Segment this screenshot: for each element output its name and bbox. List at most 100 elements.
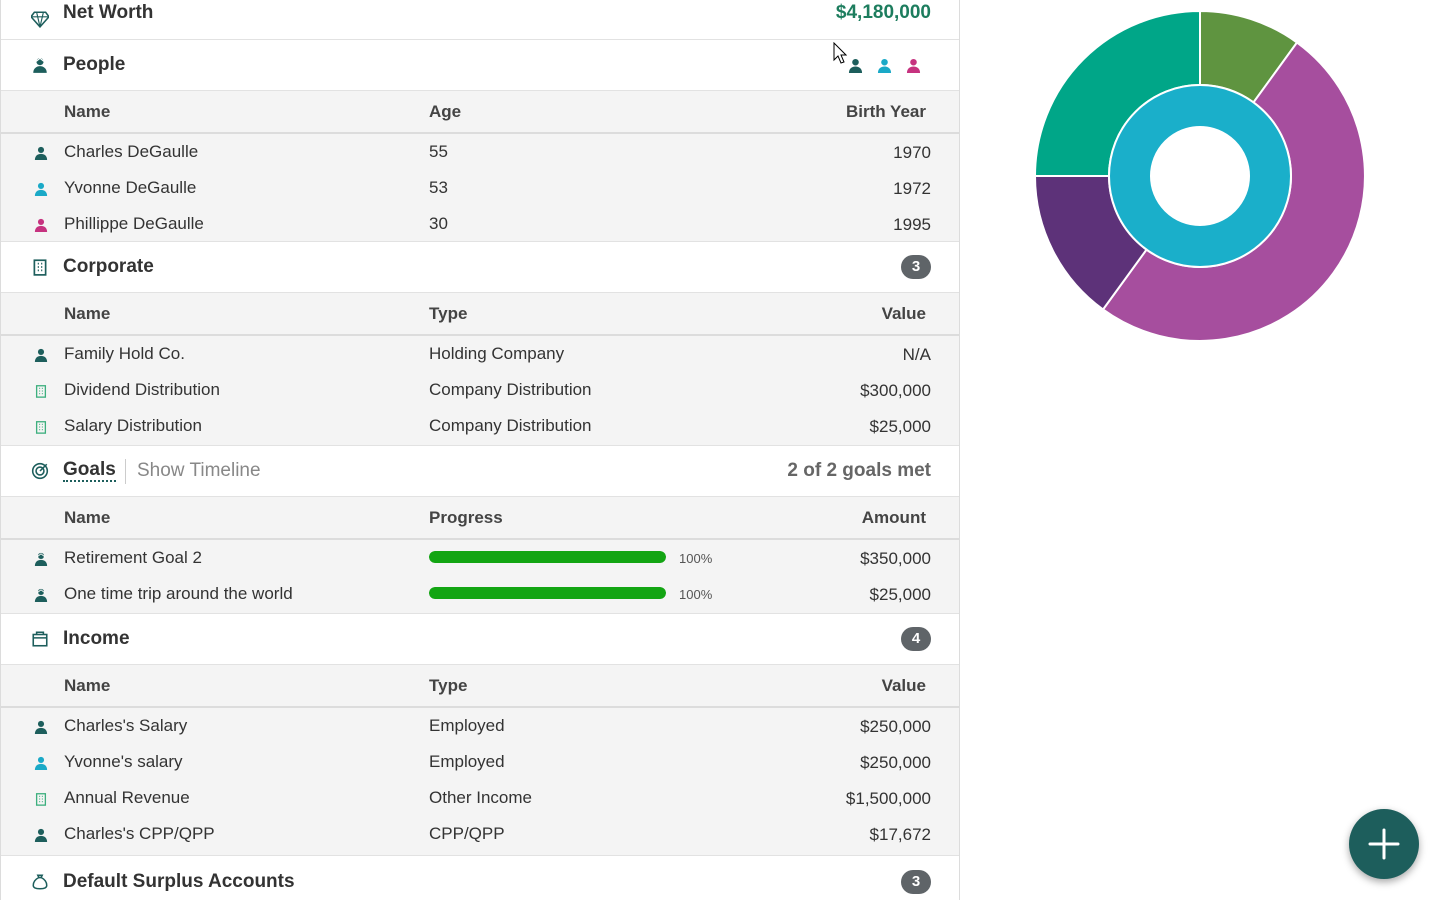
goal-progress-bar bbox=[429, 587, 666, 599]
people-icon bbox=[33, 57, 47, 73]
table-row[interactable]: Annual Revenue Other Income $1,500,000 bbox=[1, 780, 959, 816]
table-row[interactable]: Yvonne's salary Employed $250,000 bbox=[1, 744, 959, 780]
inner-ring-segment-0[interactable] bbox=[1109, 85, 1291, 267]
person-icon bbox=[34, 552, 48, 566]
col-type: Type bbox=[429, 304, 468, 323]
income-column-header: Name Type Value bbox=[1, 665, 959, 708]
table-row[interactable]: Charles's Salary Employed $250,000 bbox=[1, 708, 959, 744]
income-value: $250,000 bbox=[860, 753, 931, 772]
table-row[interactable]: One time trip around the world 100% $25,… bbox=[1, 576, 959, 612]
person-icon bbox=[34, 146, 48, 160]
income-title: Income bbox=[63, 628, 130, 649]
person-age: 30 bbox=[429, 214, 448, 233]
corporate-title: Corporate bbox=[63, 256, 154, 277]
table-row[interactable]: Dividend Distribution Company Distributi… bbox=[1, 372, 959, 408]
table-row[interactable]: Salary Distribution Company Distribution… bbox=[1, 408, 959, 444]
corporate-column-header: Name Type Value bbox=[1, 293, 959, 336]
person-icon bbox=[34, 182, 48, 196]
income-type: Other Income bbox=[429, 788, 532, 807]
income-name: Charles's Salary bbox=[64, 716, 188, 735]
income-header[interactable]: Income 4 bbox=[1, 614, 959, 665]
income-name: Annual Revenue bbox=[64, 788, 190, 807]
col-value: Value bbox=[881, 676, 926, 695]
building-icon bbox=[33, 259, 47, 276]
person-name: Yvonne DeGaulle bbox=[64, 178, 197, 197]
income-type: Employed bbox=[429, 752, 505, 771]
person-name: Charles DeGaulle bbox=[64, 142, 199, 161]
goals-header: Goals Show Timeline 2 of 2 goals met bbox=[1, 446, 959, 497]
portfolio-donut-chart bbox=[1033, 9, 1366, 342]
people-title: People bbox=[63, 54, 126, 75]
goal-progress-bar bbox=[429, 551, 666, 563]
show-timeline-link[interactable]: Show Timeline bbox=[137, 460, 261, 481]
goal-progress-fill bbox=[429, 551, 666, 563]
table-row[interactable]: Charles's CPP/QPP CPP/QPP $17,672 bbox=[1, 816, 959, 852]
income-name: Yvonne's salary bbox=[64, 752, 183, 771]
person-age: 53 bbox=[429, 178, 448, 197]
mouse-cursor-icon bbox=[833, 42, 847, 64]
surplus-header[interactable]: Default Surplus Accounts 3 bbox=[1, 856, 959, 900]
col-amount: Amount bbox=[861, 508, 926, 527]
surplus-title: Default Surplus Accounts bbox=[63, 870, 295, 892]
person-icon bbox=[34, 828, 48, 842]
corporate-rows: Family Hold Co. Holding Company N/A Divi… bbox=[1, 336, 959, 446]
col-birth-year: Birth Year bbox=[845, 102, 926, 121]
goal-name: Retirement Goal 2 bbox=[64, 548, 202, 567]
add-button[interactable] bbox=[1349, 809, 1419, 879]
corporate-name: Dividend Distribution bbox=[64, 380, 220, 399]
table-row[interactable]: Phillippe DeGaulle 30 1995 bbox=[1, 206, 959, 242]
corporate-value: $300,000 bbox=[860, 381, 931, 400]
income-type: CPP/QPP bbox=[429, 824, 505, 843]
person-birth-year: 1995 bbox=[893, 215, 931, 234]
goal-progress-pct: 100% bbox=[679, 551, 713, 566]
income-rows: Charles's Salary Employed $250,000 Yvonn… bbox=[1, 708, 959, 856]
building-icon bbox=[35, 421, 47, 434]
person-name: Phillippe DeGaulle bbox=[64, 214, 204, 233]
inner-ring-border bbox=[1108, 84, 1292, 268]
table-row[interactable]: Yvonne DeGaulle 53 1972 bbox=[1, 170, 959, 206]
goals-rows: Retirement Goal 2 100% $350,000 One time… bbox=[1, 540, 959, 614]
dashboard-panel: Net Worth $4,180,000 People Name Age Bir… bbox=[0, 0, 960, 900]
table-row[interactable]: Retirement Goal 2 100% $350,000 bbox=[1, 540, 959, 576]
person-icon bbox=[34, 756, 48, 770]
person-birth-year: 1972 bbox=[893, 179, 931, 198]
people-rows: Charles DeGaulle 55 1970 Yvonne DeGaulle… bbox=[1, 134, 959, 242]
person-icon bbox=[34, 720, 48, 734]
goals-tab[interactable]: Goals bbox=[63, 459, 116, 482]
goal-amount: $350,000 bbox=[860, 549, 931, 568]
wallet-icon bbox=[32, 631, 48, 647]
income-value: $1,500,000 bbox=[845, 789, 931, 808]
charles-person-icon[interactable] bbox=[848, 58, 863, 73]
corporate-value: N/A bbox=[902, 345, 931, 364]
goals-summary: 2 of 2 goals met bbox=[787, 460, 931, 481]
surplus-count-badge: 3 bbox=[901, 869, 931, 894]
phillippe-person-icon[interactable] bbox=[906, 58, 921, 73]
people-header[interactable]: People bbox=[1, 40, 959, 91]
net-worth-header: Net Worth $4,180,000 bbox=[1, 0, 959, 40]
people-column-header: Name Age Birth Year bbox=[1, 91, 959, 134]
col-value: Value bbox=[881, 304, 926, 323]
goal-name: One time trip around the world bbox=[64, 584, 293, 603]
corporate-count-badge: 3 bbox=[901, 255, 931, 279]
col-age: Age bbox=[429, 102, 462, 121]
col-name: Name bbox=[64, 508, 111, 527]
income-type: Employed bbox=[429, 716, 505, 735]
yvonne-person-icon[interactable] bbox=[877, 58, 892, 73]
person-icon bbox=[34, 588, 48, 602]
plus-icon bbox=[1368, 828, 1400, 860]
goal-amount: $25,000 bbox=[869, 585, 931, 604]
people-avatars bbox=[848, 58, 921, 73]
col-type: Type bbox=[429, 676, 468, 695]
table-row[interactable]: Charles DeGaulle 55 1970 bbox=[1, 134, 959, 170]
goal-progress-fill bbox=[429, 587, 666, 599]
income-value: $250,000 bbox=[860, 717, 931, 736]
building-icon bbox=[35, 793, 47, 806]
corporate-header[interactable]: Corporate 3 bbox=[1, 242, 959, 293]
person-icon bbox=[34, 348, 48, 362]
goals-divider bbox=[125, 459, 126, 484]
col-name: Name bbox=[64, 676, 111, 695]
table-row[interactable]: Family Hold Co. Holding Company N/A bbox=[1, 336, 959, 372]
col-name: Name bbox=[64, 304, 111, 323]
corporate-type: Holding Company bbox=[429, 344, 565, 363]
corporate-name: Salary Distribution bbox=[64, 416, 202, 435]
